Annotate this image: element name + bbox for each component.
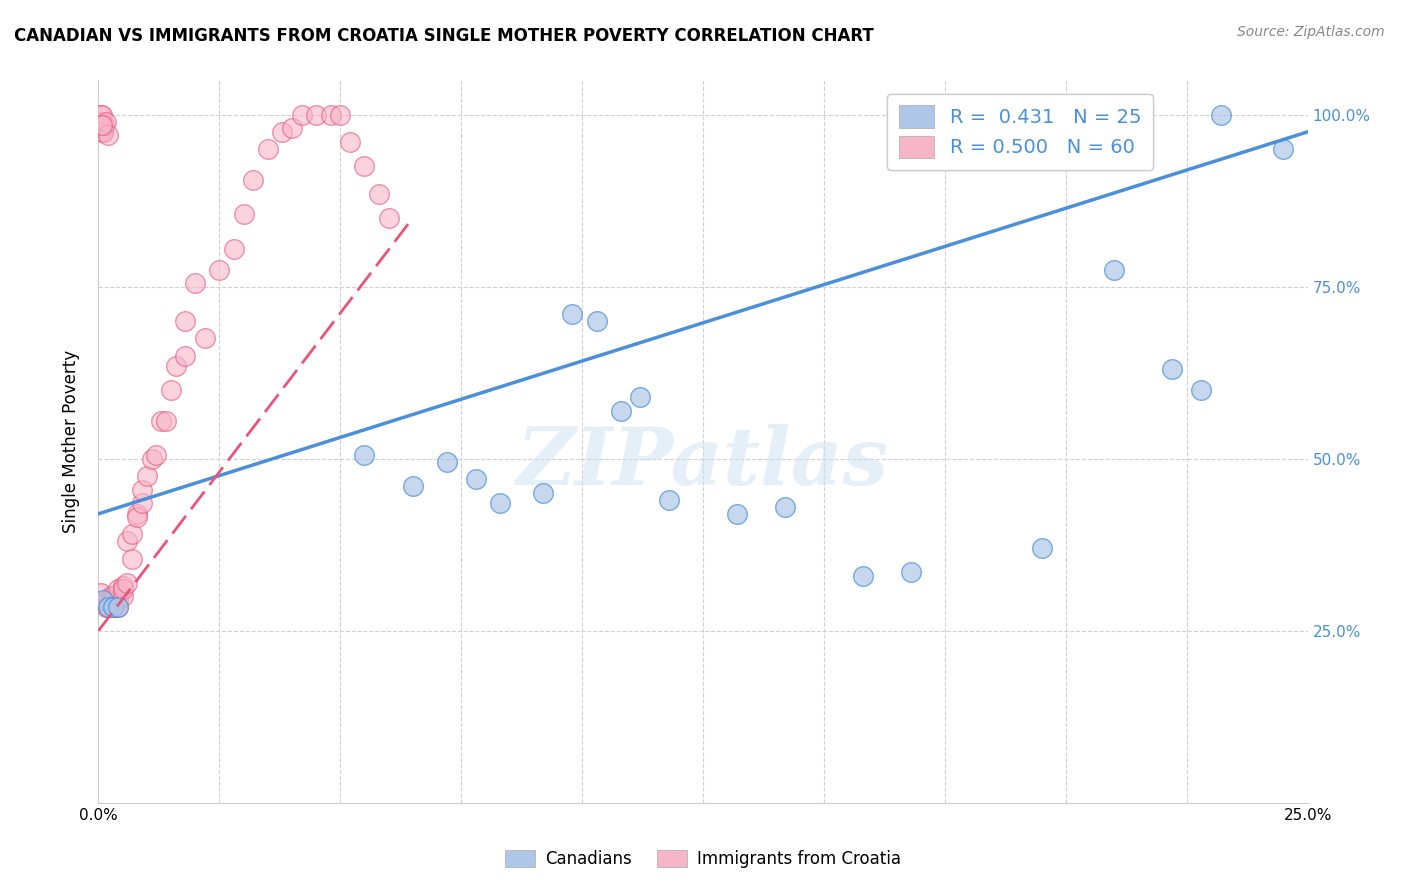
- Point: [271, 125, 294, 139]
- Point: [464, 472, 486, 486]
- Point: [91, 125, 114, 139]
- Text: Source: ZipAtlas.com: Source: ZipAtlas.com: [1237, 25, 1385, 39]
- Point: [91, 121, 114, 136]
- Point: [339, 135, 361, 149]
- Point: [329, 108, 352, 122]
- Text: CANADIAN VS IMMIGRANTS FROM CROATIA SINGLE MOTHER POVERTY CORRELATION CHART: CANADIAN VS IMMIGRANTS FROM CROATIA SING…: [14, 27, 873, 45]
- Point: [94, 114, 117, 128]
- Point: [368, 186, 391, 201]
- Point: [852, 568, 875, 582]
- Point: [1272, 142, 1295, 156]
- Point: [135, 469, 157, 483]
- Point: [610, 403, 633, 417]
- Point: [97, 128, 120, 143]
- Point: [91, 108, 114, 122]
- Point: [101, 599, 124, 614]
- Point: [127, 507, 149, 521]
- Point: [141, 451, 163, 466]
- Point: [111, 579, 134, 593]
- Point: [97, 592, 120, 607]
- Point: [93, 118, 115, 132]
- Point: [725, 507, 748, 521]
- Point: [208, 262, 231, 277]
- Point: [107, 582, 129, 597]
- Point: [111, 590, 134, 604]
- Point: [131, 483, 153, 497]
- Point: [402, 479, 425, 493]
- Point: [97, 599, 120, 614]
- Point: [561, 307, 583, 321]
- Point: [900, 566, 922, 580]
- Point: [194, 331, 217, 345]
- Point: [104, 599, 127, 614]
- Point: [90, 586, 112, 600]
- Point: [100, 590, 122, 604]
- Point: [94, 599, 117, 614]
- Text: ZIPatlas: ZIPatlas: [517, 425, 889, 502]
- Point: [155, 414, 177, 428]
- Point: [165, 359, 187, 373]
- Point: [377, 211, 399, 225]
- Point: [101, 590, 124, 604]
- Point: [305, 108, 328, 122]
- Point: [121, 551, 143, 566]
- Point: [160, 383, 183, 397]
- Y-axis label: Single Mother Poverty: Single Mother Poverty: [62, 350, 80, 533]
- Point: [531, 486, 554, 500]
- Legend: R =  0.431   N = 25, R = 0.500   N = 60: R = 0.431 N = 25, R = 0.500 N = 60: [887, 94, 1153, 169]
- Point: [174, 314, 197, 328]
- Point: [658, 493, 681, 508]
- Point: [107, 599, 129, 614]
- Point: [91, 118, 114, 132]
- Point: [91, 592, 114, 607]
- Point: [256, 142, 278, 156]
- Point: [1102, 262, 1125, 277]
- Point: [1031, 541, 1053, 556]
- Point: [117, 534, 139, 549]
- Point: [585, 314, 607, 328]
- Point: [107, 599, 129, 614]
- Point: [101, 599, 124, 614]
- Point: [127, 510, 149, 524]
- Point: [145, 448, 167, 462]
- Point: [101, 592, 124, 607]
- Point: [1161, 362, 1184, 376]
- Point: [111, 582, 134, 597]
- Point: [91, 596, 114, 610]
- Point: [353, 448, 375, 462]
- Point: [117, 575, 139, 590]
- Point: [353, 159, 375, 173]
- Point: [281, 121, 304, 136]
- Point: [242, 173, 264, 187]
- Point: [1189, 383, 1212, 397]
- Point: [232, 207, 254, 221]
- Point: [773, 500, 796, 514]
- Point: [222, 242, 245, 256]
- Point: [174, 349, 197, 363]
- Point: [121, 527, 143, 541]
- Point: [90, 108, 112, 122]
- Point: [290, 108, 312, 122]
- Point: [628, 390, 651, 404]
- Point: [107, 592, 129, 607]
- Point: [436, 455, 458, 469]
- Point: [90, 114, 112, 128]
- Legend: Canadians, Immigrants from Croatia: Canadians, Immigrants from Croatia: [499, 843, 907, 875]
- Point: [1209, 108, 1232, 122]
- Point: [489, 496, 512, 510]
- Point: [91, 125, 114, 139]
- Point: [184, 277, 207, 291]
- Point: [97, 599, 120, 614]
- Point: [319, 108, 342, 122]
- Point: [131, 496, 153, 510]
- Point: [150, 414, 173, 428]
